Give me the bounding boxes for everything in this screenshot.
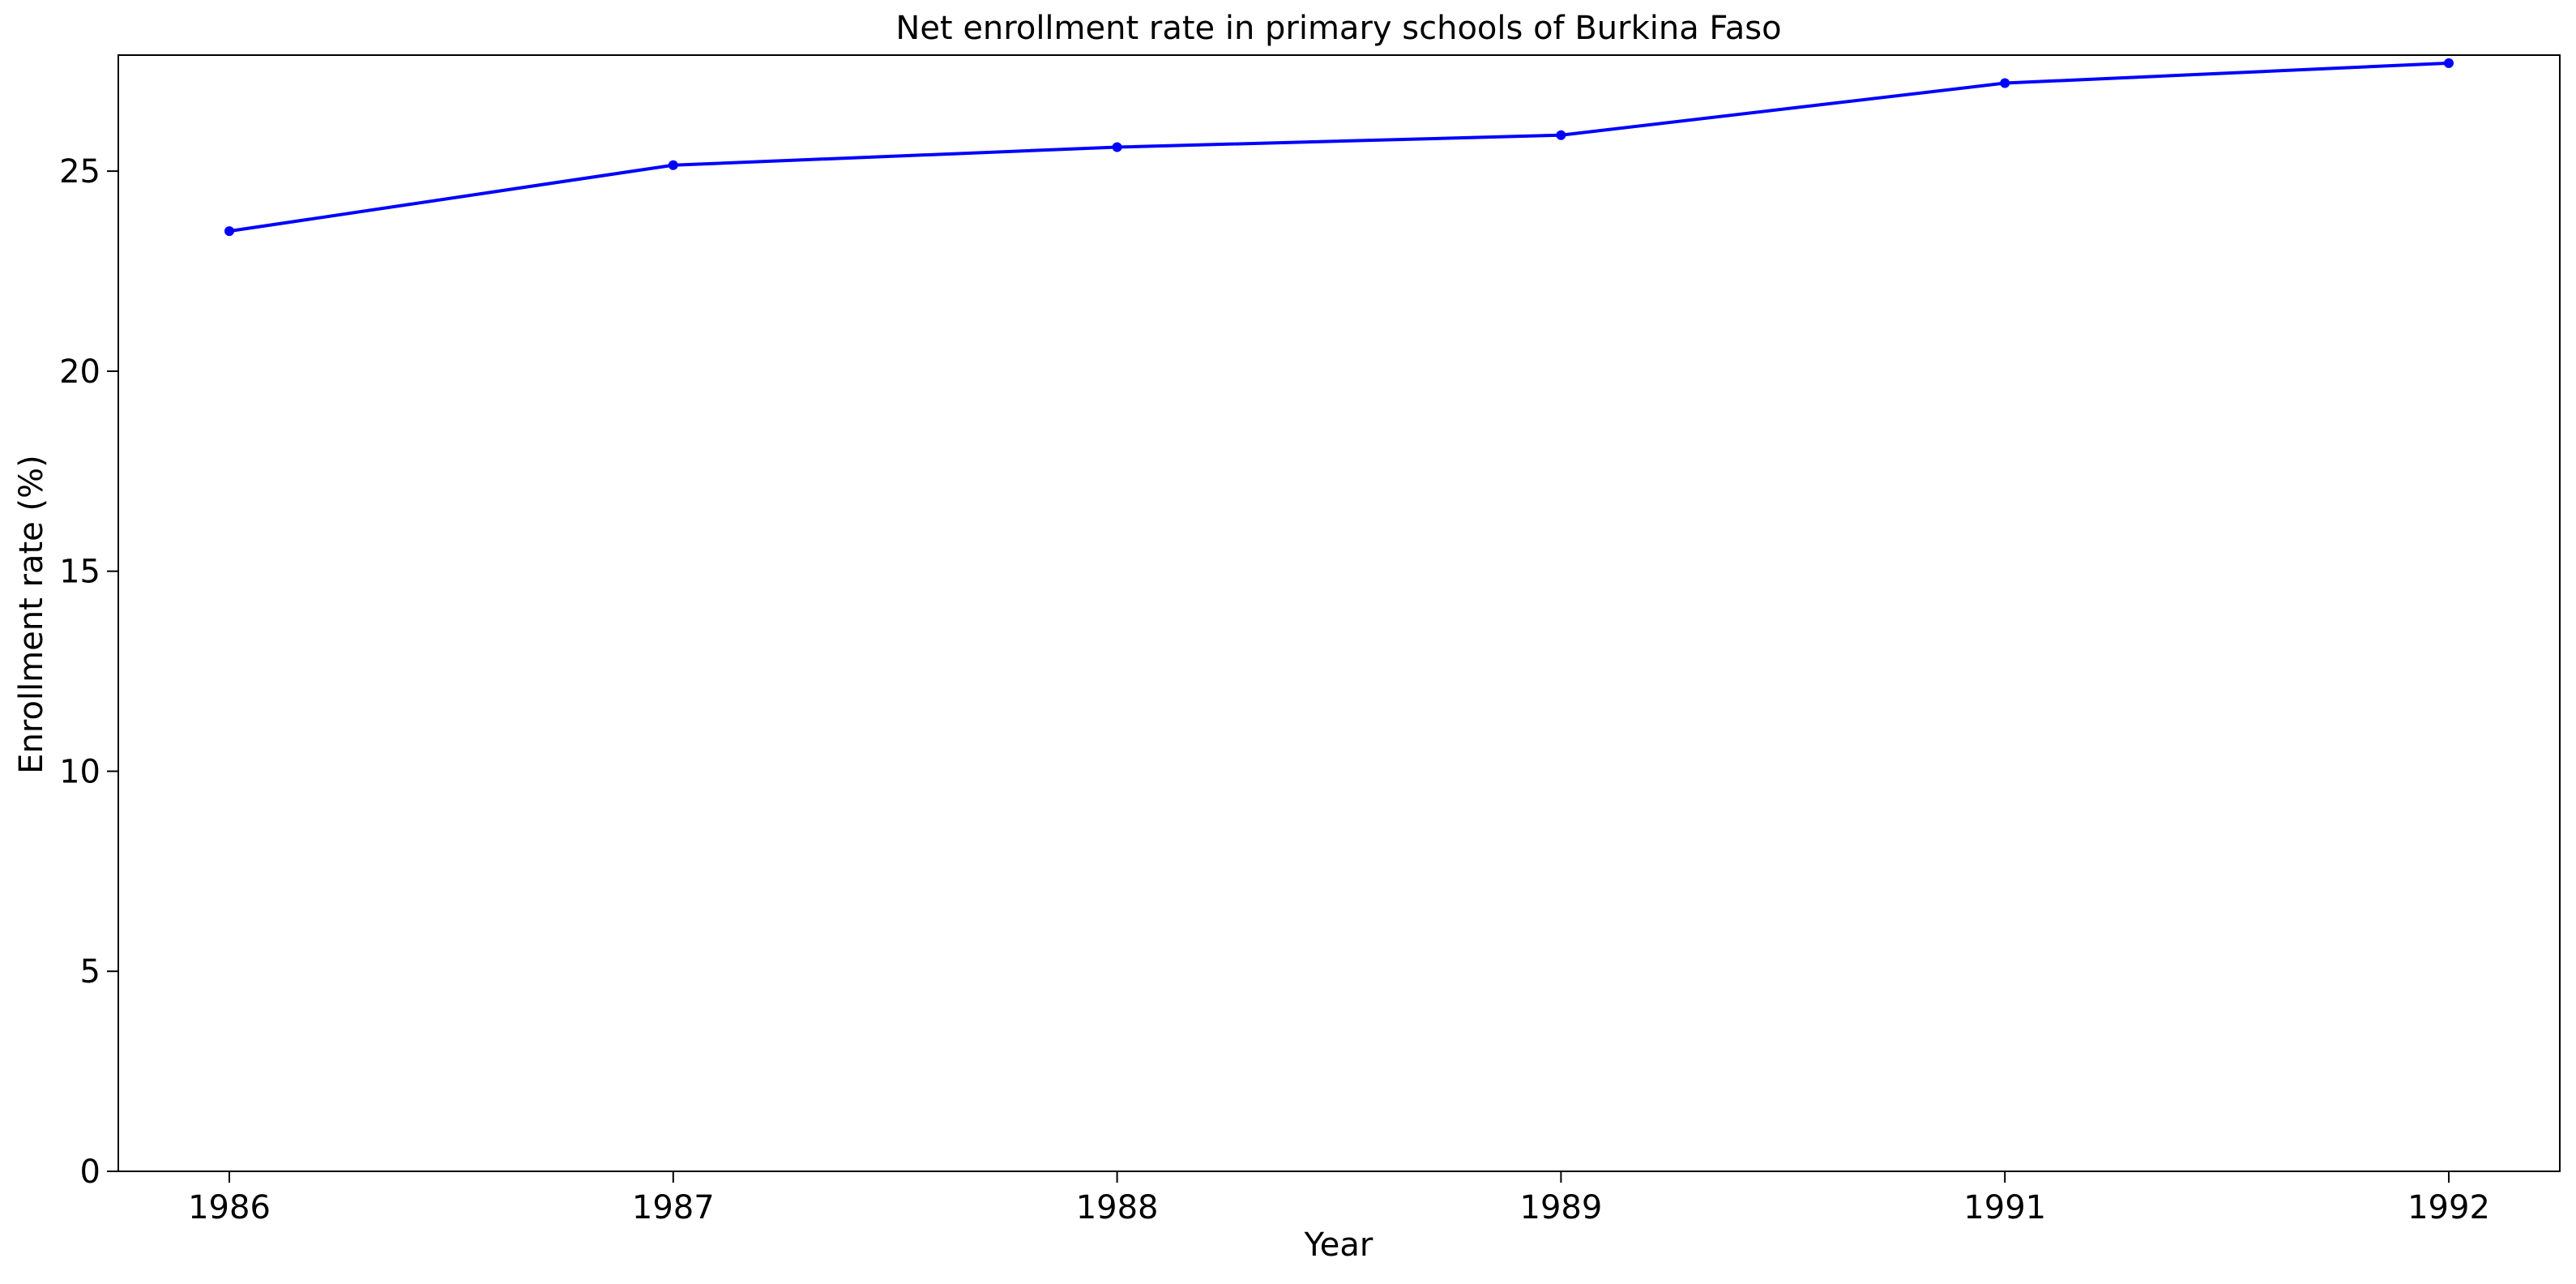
y-tick-label: 15 [59,554,100,591]
y-tick-label: 25 [59,153,100,190]
chart-title: Net enrollment rate in primary schools o… [895,10,1781,47]
data-point [668,160,678,170]
plot-area [224,58,2454,237]
axis-ticks: 0 5 10 15 20 25 1986 1987 1988 1989 1991 1992 [59,153,2490,1226]
data-point [2000,78,2010,88]
data-point [1556,130,1566,140]
y-tick-label: 0 [80,1153,100,1191]
x-tick-label: 1986 [188,1189,271,1226]
x-axis-label: Year [1304,1226,1373,1264]
data-point [224,226,234,237]
x-tick-label: 1988 [1076,1189,1159,1226]
x-tick-label: 1991 [1963,1189,2046,1226]
x-tick-label: 1987 [632,1189,715,1226]
plot-frame [117,54,2561,1172]
data-point [1112,142,1122,152]
y-tick-label: 10 [59,753,100,790]
data-point [2444,58,2454,68]
y-tick-label: 5 [80,953,100,991]
x-tick-label: 1989 [1520,1189,1603,1226]
y-tick-label: 20 [59,353,100,391]
series-line [229,61,2450,233]
x-tick-label: 1992 [2407,1189,2490,1226]
y-axis-label: Enrollment rate (%) [13,455,50,773]
